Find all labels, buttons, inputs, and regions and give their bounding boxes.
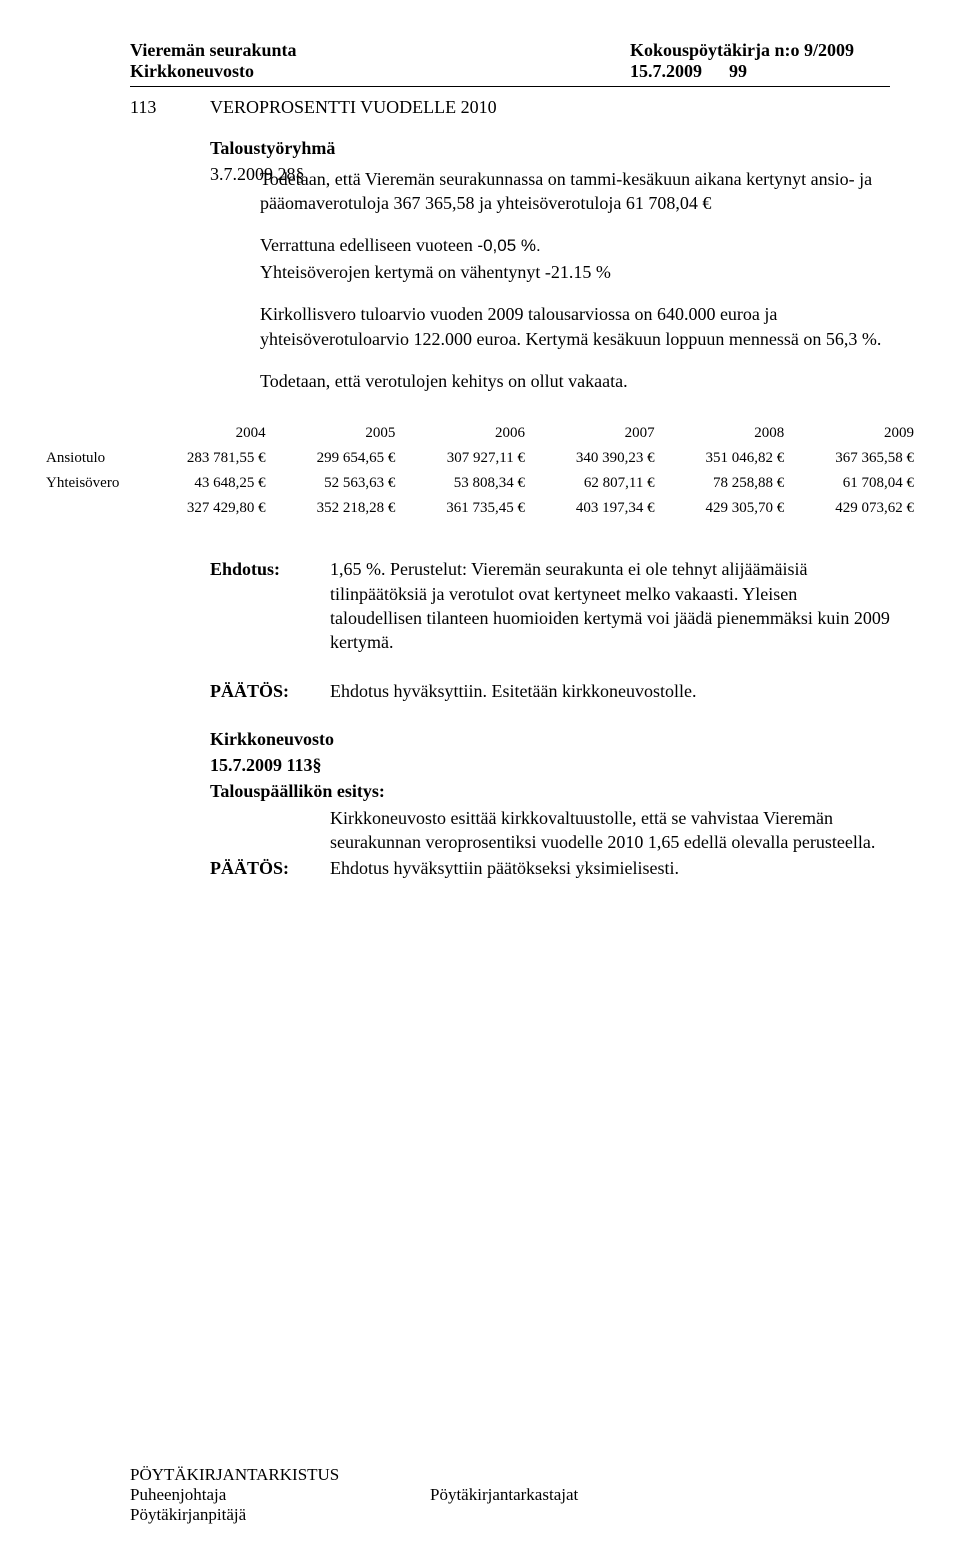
doc-page: 99	[729, 61, 747, 81]
table-header-row: 2004 2005 2006 2007 2008 2009	[40, 421, 920, 446]
cell: 340 390,23 €	[531, 446, 661, 471]
row-label: Yhteisövero	[40, 471, 142, 496]
cell: 367 365,58 €	[790, 446, 920, 471]
doc-number: Kokouspöytäkirja n:o 9/2009	[630, 40, 890, 61]
section-title-row: 113 VEROPROSENTTI VUODELLE 2010	[130, 97, 890, 118]
divider	[130, 86, 890, 87]
kn-paatos-row: PÄÄTÖS:Ehdotus hyväksyttiin päätökseksi …	[210, 856, 890, 880]
table-row: Ansiotulo 283 781,55 € 299 654,65 € 307 …	[40, 446, 920, 471]
kn-date: 15.7.2009 113§	[210, 753, 890, 777]
paatos1-label: PÄÄTÖS:	[210, 679, 330, 703]
year-col: 2004	[142, 421, 272, 446]
kn-paatos-text: Ehdotus hyväksyttiin päätökseksi yksimie…	[330, 856, 890, 880]
kn-paatos-label: PÄÄTÖS:	[210, 856, 330, 880]
cell: 62 807,11 €	[531, 471, 661, 496]
footer: PÖYTÄKIRJANTARKISTUS Puheenjohtaja Pöytä…	[130, 1465, 890, 1525]
footer-l1: PÖYTÄKIRJANTARKISTUS	[130, 1465, 890, 1485]
body-block: Todetaan, että Vieremän seurakunnassa on…	[260, 167, 890, 394]
section-number: 113	[130, 97, 210, 118]
ehdotus-label: Ehdotus:	[210, 557, 330, 581]
cell: 327 429,80 €	[142, 496, 272, 521]
data-table: 2004 2005 2006 2007 2008 2009 Ansiotulo …	[40, 421, 920, 521]
body-p2b: -0,05 %.	[477, 236, 540, 255]
header-right: Kokouspöytäkirja n:o 9/2009 15.7.2009 99	[630, 40, 890, 82]
cell: 53 808,34 €	[401, 471, 531, 496]
year-col: 2005	[272, 421, 402, 446]
year-col: 2006	[401, 421, 531, 446]
row-label: Ansiotulo	[40, 446, 142, 471]
year-col: 2007	[531, 421, 661, 446]
kn-block: Kirkkoneuvosto 15.7.2009 113§ Talouspääl…	[210, 727, 890, 881]
body-p1: Todetaan, että Vieremän seurakunnassa on…	[260, 167, 890, 216]
cell: 61 708,04 €	[790, 471, 920, 496]
org-name: Vieremän seurakunta	[130, 40, 297, 61]
cell: 52 563,63 €	[272, 471, 402, 496]
body-p4: Kirkollisvero tuloarvio vuoden 2009 talo…	[260, 302, 890, 351]
doc-date: 15.7.2009	[630, 61, 702, 81]
cell: 429 305,70 €	[661, 496, 791, 521]
cell: 283 781,55 €	[142, 446, 272, 471]
cell: 43 648,25 €	[142, 471, 272, 496]
row-label	[40, 496, 142, 521]
table-corner	[40, 421, 142, 446]
cell: 429 073,62 €	[790, 496, 920, 521]
body-p2a: Verrattuna edelliseen vuoteen	[260, 235, 477, 255]
cell: 352 218,28 €	[272, 496, 402, 521]
paatos1-row: PÄÄTÖS:Ehdotus hyväksyttiin. Esitetään k…	[210, 679, 890, 703]
footer-l3: Pöytäkirjanpitäjä	[130, 1505, 890, 1525]
body-name: Kirkkoneuvosto	[130, 61, 297, 82]
ehdotus-block: Ehdotus:1,65 %. Perustelut: Vieremän seu…	[210, 557, 890, 654]
kn-esitys-label: Talouspäällikön esitys:	[210, 779, 890, 803]
table-row: 327 429,80 € 352 218,28 € 361 735,45 € 4…	[40, 496, 920, 521]
kn-title: Kirkkoneuvosto	[210, 727, 890, 751]
year-col: 2008	[661, 421, 791, 446]
footer-l2: Puheenjohtaja Pöytäkirjantarkastajat	[130, 1485, 890, 1505]
paatos1-text: Ehdotus hyväksyttiin. Esitetään kirkkone…	[330, 679, 890, 703]
header: Vieremän seurakunta Kirkkoneuvosto Kokou…	[130, 40, 890, 82]
header-left: Vieremän seurakunta Kirkkoneuvosto	[130, 40, 297, 82]
body-p2: Verrattuna edelliseen vuoteen -0,05 %.	[260, 233, 890, 258]
body-p3: Yhteisöverojen kertymä on vähentynyt -21…	[260, 260, 890, 284]
table-row: Yhteisövero 43 648,25 € 52 563,63 € 53 8…	[40, 471, 920, 496]
cell: 351 046,82 €	[661, 446, 791, 471]
kn-esitys-text: Kirkkoneuvosto esittää kirkkovaltuustoll…	[330, 806, 890, 855]
table-wrap: 2004 2005 2006 2007 2008 2009 Ansiotulo …	[40, 421, 920, 521]
group-name: Taloustyöryhmä	[210, 136, 890, 160]
paatos1-block: PÄÄTÖS:Ehdotus hyväksyttiin. Esitetään k…	[210, 679, 890, 703]
cell: 403 197,34 €	[531, 496, 661, 521]
cell: 299 654,65 €	[272, 446, 402, 471]
cell: 78 258,88 €	[661, 471, 791, 496]
ehdotus-text: 1,65 %. Perustelut: Vieremän seurakunta …	[330, 557, 890, 654]
page: Vieremän seurakunta Kirkkoneuvosto Kokou…	[0, 0, 960, 1565]
year-col: 2009	[790, 421, 920, 446]
footer-l2a: Puheenjohtaja	[130, 1485, 430, 1505]
body-p5: Todetaan, että verotulojen kehitys on ol…	[260, 369, 890, 393]
section-title: VEROPROSENTTI VUODELLE 2010	[210, 97, 497, 118]
ehdotus-row: Ehdotus:1,65 %. Perustelut: Vieremän seu…	[210, 557, 890, 654]
footer-l2b: Pöytäkirjantarkastajat	[430, 1485, 578, 1505]
cell: 307 927,11 €	[401, 446, 531, 471]
cell: 361 735,45 €	[401, 496, 531, 521]
doc-date-page: 15.7.2009 99	[630, 61, 890, 82]
